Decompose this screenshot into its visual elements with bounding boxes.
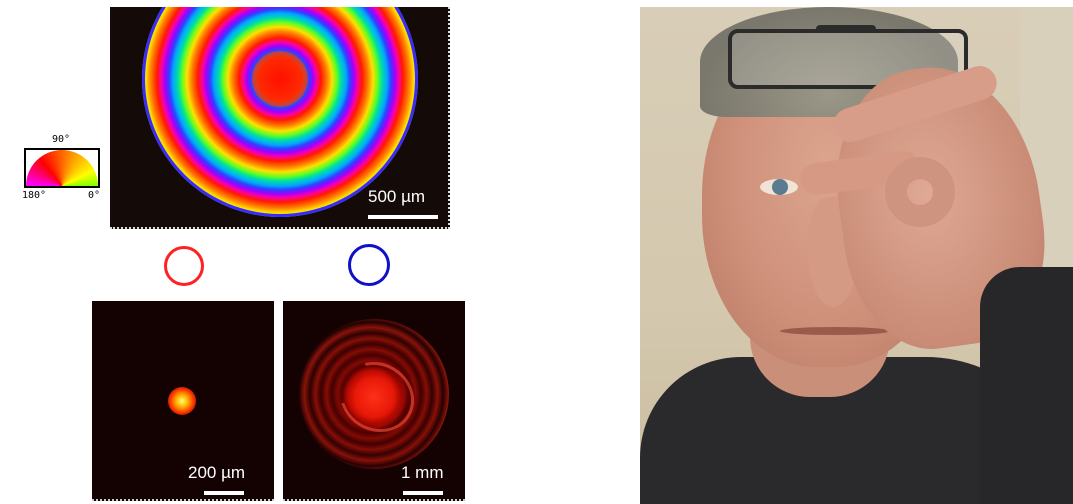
focused-spot-image: 200 µm bbox=[92, 301, 274, 501]
fringe-center bbox=[252, 51, 308, 107]
scale-label-1mm: 1 mm bbox=[401, 463, 444, 482]
fringe-rings bbox=[142, 7, 418, 217]
hue-legend-right-label: 0° bbox=[88, 190, 101, 201]
scale-bar-1mm bbox=[403, 491, 443, 495]
polarization-circle-red bbox=[164, 246, 204, 286]
glasses-bridge bbox=[816, 25, 876, 33]
focused-spot bbox=[168, 387, 196, 415]
mouth bbox=[780, 327, 890, 335]
sleeve bbox=[980, 267, 1073, 504]
ok-gesture-ring bbox=[885, 157, 955, 227]
hue-legend-top-label: 90° bbox=[52, 134, 71, 145]
iris bbox=[772, 179, 788, 195]
spiral-beam-image: 1 mm bbox=[283, 301, 465, 501]
interference-pattern-image: 500 µm bbox=[110, 7, 450, 229]
polarization-circle-blue bbox=[348, 244, 390, 286]
scale-bar-200um bbox=[204, 491, 244, 495]
portrait-photo bbox=[640, 7, 1073, 504]
spiral-beam-pattern bbox=[299, 319, 449, 469]
scale-label-200um: 200 µm bbox=[188, 463, 246, 482]
hue-legend-left-label: 180° bbox=[22, 190, 47, 201]
hue-legend: 90° 180° 0° bbox=[22, 134, 102, 206]
hue-legend-frame bbox=[24, 148, 100, 188]
scale-label-500um: 500 µm bbox=[368, 187, 426, 206]
scale-bar-500um bbox=[368, 215, 438, 219]
